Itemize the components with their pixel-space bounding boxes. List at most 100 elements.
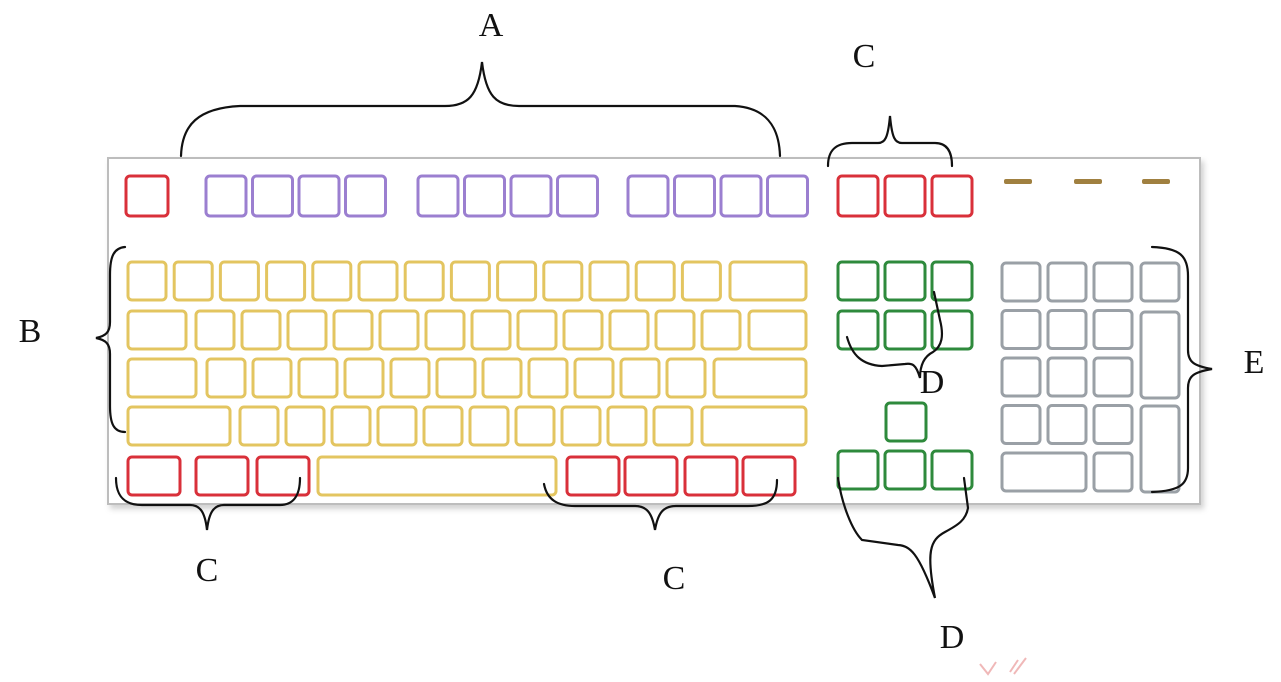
main-key <box>527 357 569 399</box>
navigation-key <box>883 309 927 351</box>
label-d-upper: D <box>920 364 945 401</box>
numpad-key <box>1092 356 1134 398</box>
label-a: A <box>479 7 504 44</box>
main-key <box>284 405 326 447</box>
main-key <box>343 357 385 399</box>
navigation-key <box>883 260 927 302</box>
special-key-group <box>124 174 974 497</box>
bracket-b <box>95 245 127 434</box>
main-key <box>560 405 602 447</box>
main-key <box>332 309 374 351</box>
main-key <box>435 357 477 399</box>
label-d-lower: D <box>940 619 965 656</box>
main-key <box>542 260 584 302</box>
left-modifier-key-1 <box>126 455 182 497</box>
main-key <box>449 260 491 302</box>
numpad-key <box>1000 309 1042 350</box>
main-key <box>238 405 280 447</box>
right-modifier-key-2 <box>623 455 679 497</box>
caps-lock-key <box>126 357 198 399</box>
arrow-right-key <box>930 449 974 491</box>
bracket-e <box>1150 245 1213 494</box>
cursor-key-group <box>836 260 974 491</box>
main-key <box>251 357 293 399</box>
numeric-key-group <box>1000 261 1181 494</box>
label-c-bottom-left: C <box>196 552 219 589</box>
space-bar <box>316 455 558 497</box>
enter-key <box>712 357 808 399</box>
arrow-up-key <box>884 401 928 443</box>
function-key-f1 <box>204 174 248 218</box>
indicator-light-1 <box>1004 179 1032 184</box>
numpad-enter-key <box>1139 404 1181 494</box>
function-key-f5 <box>416 174 460 218</box>
watermark-mark <box>979 657 1027 676</box>
arrow-left-key <box>836 449 880 491</box>
left-modifier-key-3 <box>255 455 311 497</box>
tab-key <box>126 309 188 351</box>
numpad-key <box>1046 356 1088 398</box>
numpad-key <box>1000 404 1042 445</box>
main-key <box>389 357 431 399</box>
main-key-group <box>126 260 808 497</box>
numpad-key <box>1139 261 1181 303</box>
main-key <box>424 309 466 351</box>
navigation-key <box>836 309 880 351</box>
left-shift-key <box>126 405 232 447</box>
main-key <box>634 260 676 302</box>
main-key <box>357 260 399 302</box>
main-key <box>311 260 353 302</box>
right-modifier-key-4 <box>741 455 797 497</box>
numpad-key <box>1092 261 1134 303</box>
function-key-f3 <box>297 174 341 218</box>
main-key <box>126 260 168 302</box>
right-shift-key <box>700 405 808 447</box>
numpad-key <box>1092 309 1134 350</box>
bracket-c-bottom-left <box>114 476 302 531</box>
main-key <box>514 405 556 447</box>
main-key <box>470 309 512 351</box>
function-key-f4 <box>344 174 387 218</box>
main-key <box>218 260 260 302</box>
label-c-bottom-right: C <box>663 560 686 597</box>
indicator-light-3 <box>1142 179 1170 184</box>
numpad-key <box>1092 404 1134 445</box>
system-key-3 <box>930 174 974 218</box>
left-modifier-key-2 <box>194 455 250 497</box>
main-key <box>516 309 558 351</box>
main-key <box>606 405 648 447</box>
label-e: E <box>1244 344 1265 381</box>
function-key-f8 <box>556 174 599 218</box>
main-key <box>205 357 247 399</box>
numpad-key <box>1046 261 1088 303</box>
main-key <box>573 357 615 399</box>
main-key <box>700 309 742 351</box>
main-key <box>403 260 445 302</box>
numpad-key <box>1000 356 1042 398</box>
function-key-group <box>204 174 809 218</box>
numpad-key <box>1046 309 1088 350</box>
main-key <box>172 260 214 302</box>
main-key <box>652 405 694 447</box>
main-key <box>286 309 328 351</box>
system-key-2 <box>883 174 927 218</box>
navigation-key <box>930 260 974 302</box>
main-key <box>376 405 418 447</box>
bracket-c-top <box>826 115 954 168</box>
numpad-key <box>1000 261 1042 303</box>
numpad-key <box>1046 404 1088 445</box>
main-key <box>378 309 420 351</box>
backspace-key <box>728 260 808 302</box>
function-key-f6 <box>463 174 506 218</box>
label-c-top: C <box>853 38 876 75</box>
bracket-c-bottom-right <box>542 478 779 531</box>
bracket-a <box>179 61 782 158</box>
numpad-decimal-key <box>1092 451 1134 493</box>
numpad-zero-key <box>1000 451 1088 493</box>
right-modifier-key-3 <box>683 455 739 497</box>
function-key-f2 <box>251 174 294 218</box>
function-key-f9 <box>626 174 670 218</box>
function-key-f11 <box>719 174 763 218</box>
numpad-plus-key <box>1139 310 1181 400</box>
